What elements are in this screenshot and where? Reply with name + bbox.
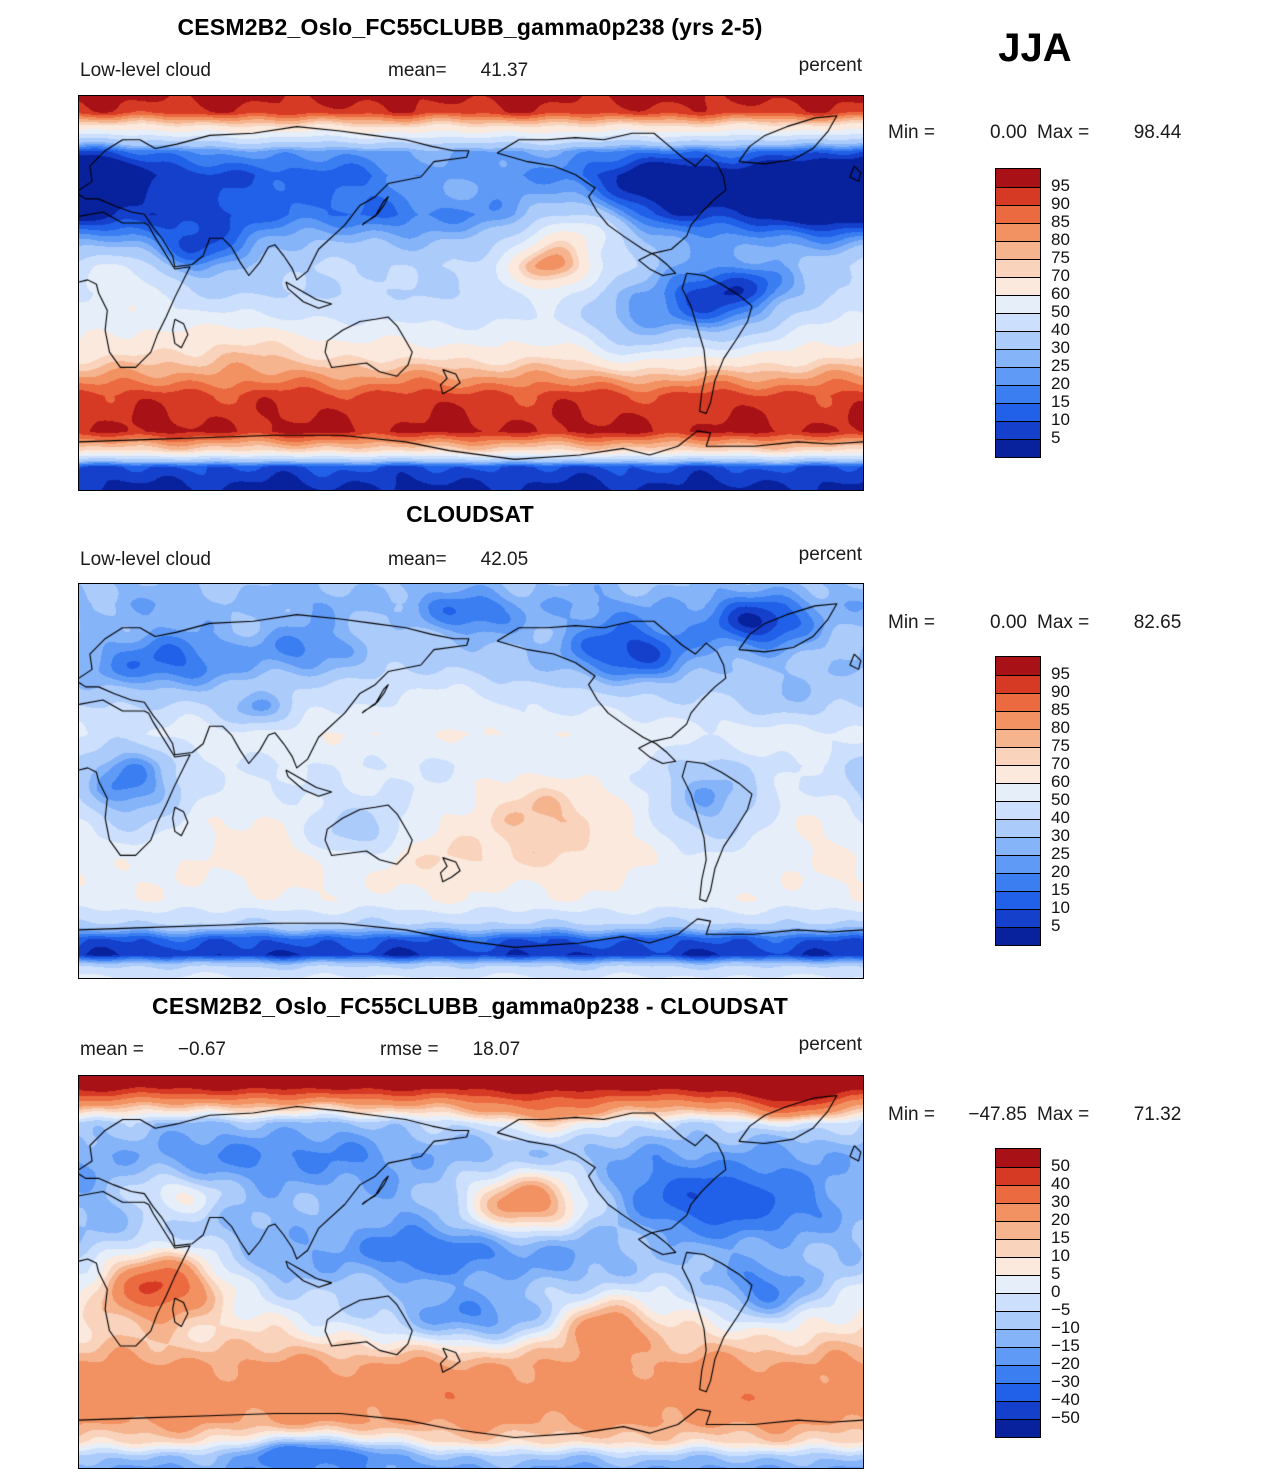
panel3-colorbar: 50 40 30 20 15 10 5 0 −5 −10 −15 −20 −30 −40 −50 xyxy=(995,1148,1115,1438)
panel1-max-label: Max = xyxy=(1037,122,1090,143)
panel2-min-value: 0.00 xyxy=(990,612,1027,633)
panel3-max-label: Max = xyxy=(1037,1104,1090,1125)
panel3-units: percent xyxy=(798,1034,862,1055)
panel3-minmax: Min = −47.85 Max = 71.32 xyxy=(888,1104,1181,1126)
panel1-max-value: 98.44 xyxy=(1133,122,1182,143)
panel2-mean-value: 42.05 xyxy=(480,549,529,570)
panel2-mean-label: mean= xyxy=(388,549,447,570)
panel1-mean-value: 41.37 xyxy=(480,60,529,81)
panel3-mean: mean = −0.67 xyxy=(80,1039,226,1061)
colorbar-labels: 95 90 85 80 75 70 60 50 40 30 25 20 15 10 5 xyxy=(1051,664,1070,935)
panel1-min-value: 0.00 xyxy=(990,122,1027,143)
panel3-min-label: Min = xyxy=(888,1104,935,1125)
panel1-variable-label: Low-level cloud xyxy=(80,60,211,81)
panel1-minmax: Min = 0.00 Max = 98.44 xyxy=(888,122,1181,144)
panel3-min-value: −47.85 xyxy=(968,1104,1027,1125)
panel2-mean: mean= 42.05 xyxy=(388,549,528,571)
panel2-variable-label: Low-level cloud xyxy=(80,549,211,570)
season-label: JJA xyxy=(998,26,1072,70)
panel3-rmse: rmse = 18.07 xyxy=(380,1039,520,1061)
colorbar-cells xyxy=(995,168,1041,458)
panel1-mean: mean= 41.37 xyxy=(388,60,528,82)
colorbar-cells xyxy=(995,1148,1041,1438)
colorbar-cells xyxy=(995,656,1041,946)
panel2-max-value: 82.65 xyxy=(1133,612,1182,633)
difference-map-canvas xyxy=(78,1075,864,1469)
panel2-colorbar: 95 90 85 80 75 70 60 50 40 30 25 20 15 10 5 xyxy=(995,656,1115,946)
colorbar-labels: 50 40 30 20 15 10 5 0 −5 −10 −15 −20 −30 −40 −50 xyxy=(1051,1156,1080,1427)
panel2-title: CLOUDSAT xyxy=(406,501,534,527)
panel1-title: CESM2B2_Oslo_FC55CLUBB_gamma0p238 (yrs 2… xyxy=(177,14,763,40)
colorbar-labels: 95 90 85 80 75 70 60 50 40 30 25 20 15 10 5 xyxy=(1051,176,1070,447)
panel3-rmse-value: 18.07 xyxy=(472,1039,521,1060)
cloudsat-map-canvas xyxy=(78,583,864,979)
panel3-mean-value: −0.67 xyxy=(177,1039,226,1060)
panel1-colorbar: 95 90 85 80 75 70 60 50 40 30 25 20 15 10 5 xyxy=(995,168,1115,458)
panel2-units: percent xyxy=(798,544,862,565)
panel3-title: CESM2B2_Oslo_FC55CLUBB_gamma0p238 - CLOU… xyxy=(152,993,788,1019)
panel3-max-value: 71.32 xyxy=(1133,1104,1182,1125)
panel2-max-label: Max = xyxy=(1037,612,1090,633)
panel1-units: percent xyxy=(798,55,862,76)
panel2-min-label: Min = xyxy=(888,612,935,633)
model-map-canvas xyxy=(78,95,864,491)
panel3-mean-label: mean = xyxy=(80,1039,144,1060)
panel1-mean-label: mean= xyxy=(388,60,447,81)
panel2-minmax: Min = 0.00 Max = 82.65 xyxy=(888,612,1181,634)
panel3-rmse-label: rmse = xyxy=(380,1039,439,1060)
panel1-min-label: Min = xyxy=(888,122,935,143)
